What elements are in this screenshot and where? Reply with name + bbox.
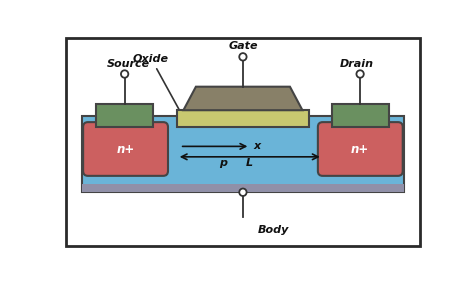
Text: Gate: Gate <box>228 40 258 51</box>
Polygon shape <box>183 87 302 110</box>
Text: L: L <box>246 158 253 168</box>
FancyBboxPatch shape <box>82 184 404 192</box>
FancyBboxPatch shape <box>177 110 309 127</box>
FancyBboxPatch shape <box>332 104 389 127</box>
FancyBboxPatch shape <box>82 116 404 192</box>
Circle shape <box>356 70 364 78</box>
FancyBboxPatch shape <box>96 104 153 127</box>
Circle shape <box>239 53 246 61</box>
Text: p: p <box>219 158 228 168</box>
FancyBboxPatch shape <box>318 122 403 176</box>
Circle shape <box>239 189 246 196</box>
FancyBboxPatch shape <box>83 122 168 176</box>
Circle shape <box>121 70 128 78</box>
Text: n+: n+ <box>351 143 369 156</box>
FancyBboxPatch shape <box>66 38 420 246</box>
Text: n+: n+ <box>116 143 135 156</box>
Text: Body: Body <box>258 225 289 235</box>
Text: Oxide: Oxide <box>133 54 183 116</box>
Text: Source: Source <box>107 59 150 69</box>
Text: x: x <box>254 141 261 151</box>
Text: Drain: Drain <box>339 59 374 69</box>
